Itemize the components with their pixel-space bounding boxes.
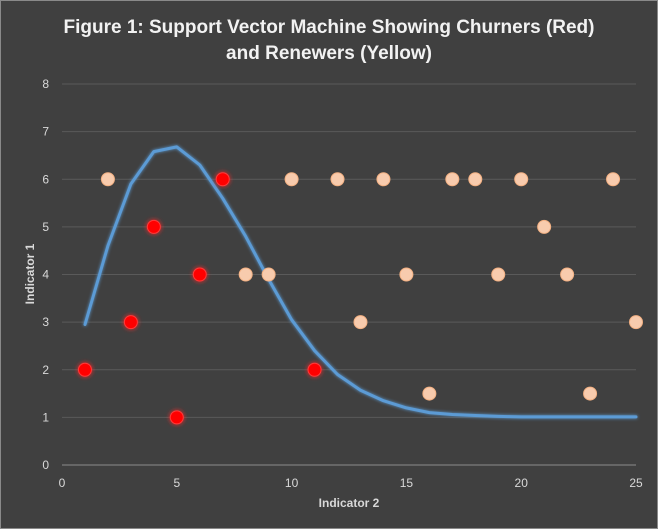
renewer-point [353,315,368,330]
churner-point [169,410,184,425]
churner-point [123,315,138,330]
chart-title-line-2: and Renewers (Yellow) [226,43,432,64]
churner-point [192,267,207,282]
renewer-point [537,219,552,234]
renewer-point [330,172,345,187]
renewer-point [261,267,276,282]
x-tick-label: 20 [515,476,529,490]
churner-point [307,362,322,377]
x-tick-label: 15 [400,476,414,490]
renewer-point [514,172,529,187]
y-tick-label: 3 [42,315,49,329]
chart-title-line-1: Figure 1: Support Vector Machine Showing… [63,17,595,38]
y-tick-label: 4 [42,268,49,282]
x-axis-label: Indicator 2 [319,496,380,510]
renewer-point [629,315,643,330]
y-tick-label: 5 [42,220,49,234]
renewer-point [100,172,115,187]
churner-point [146,219,161,234]
y-tick-label: 2 [42,363,49,377]
renewer-point [491,267,506,282]
y-tick-label: 0 [42,458,49,472]
renewer-point [468,172,483,187]
churner-point [77,362,92,377]
renewer-point [238,267,253,282]
x-tick-label: 5 [173,476,180,490]
x-tick-label: 25 [629,476,643,490]
renewer-point [376,172,391,187]
x-tick-label: 0 [59,476,66,490]
renewer-point [445,172,460,187]
renewer-point [422,386,437,401]
y-tick-label: 7 [42,125,49,139]
y-axis-label: Indicator 1 [23,243,37,304]
y-tick-label: 8 [42,77,49,91]
x-tick-label: 10 [285,476,299,490]
y-tick-label: 1 [42,410,49,424]
decision-boundary-line [83,145,638,419]
renewer-point [606,172,621,187]
renewer-point [560,267,575,282]
renewer-point [583,386,598,401]
churner-point [215,172,230,187]
renewer-point [399,267,414,282]
y-tick-label: 6 [42,172,49,186]
renewer-point [284,172,299,187]
